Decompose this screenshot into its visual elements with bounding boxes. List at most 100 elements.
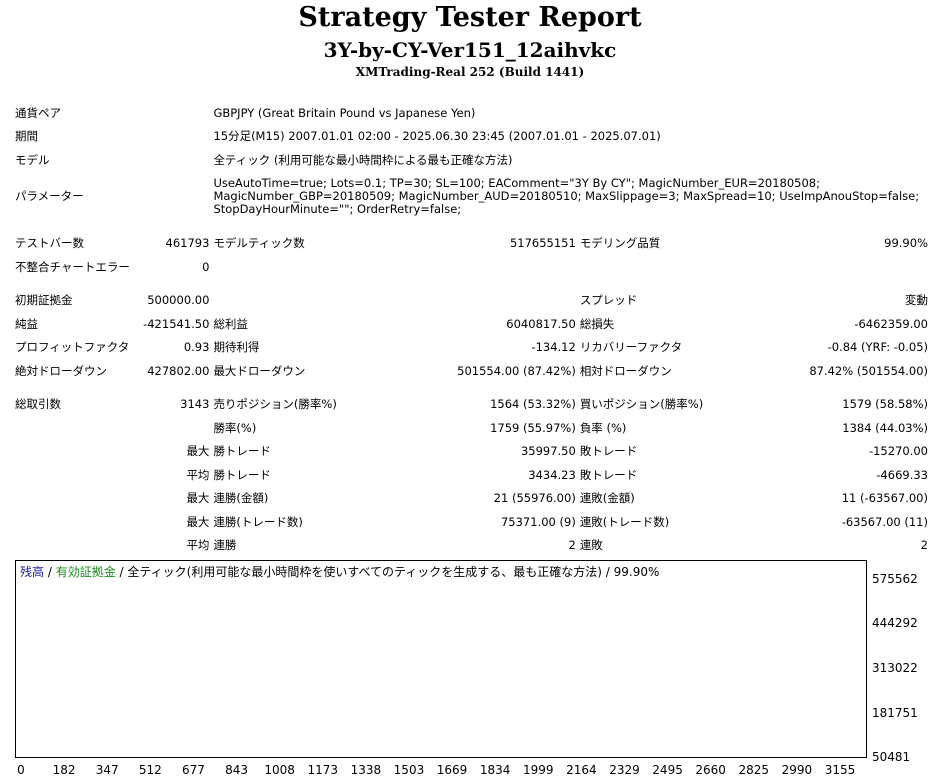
x-tick-label: 2990 (782, 763, 813, 777)
largest-win-label: 勝トレード (213, 444, 271, 459)
deposit-label: 初期証拠金 (15, 293, 73, 308)
x-tick-label: 2825 (739, 763, 770, 777)
y-tick-label: 575562 (872, 572, 918, 586)
avg-label-2: 平均 (186, 538, 210, 553)
cons-profit-value: 75371.00 (9) (500, 514, 576, 529)
symbol-value: GBPJPY (Great Britain Pound vs Japanese … (213, 105, 476, 120)
gross-loss-label: 総損失 (579, 316, 615, 331)
avg-win-label: 勝トレード (213, 467, 271, 482)
trades-value: 3143 (180, 397, 210, 412)
x-tick-label: 3155 (825, 763, 856, 777)
pf-label: プロフィットファクタ (15, 340, 130, 355)
period-label: 期間 (15, 129, 38, 144)
net-value: -421541.50 (143, 316, 210, 331)
x-tick-label: 677 (182, 763, 205, 777)
legend-sep-2: / (115, 565, 128, 579)
max-label-2: 最大 (186, 514, 210, 529)
legend-balance: 残高 (20, 565, 45, 579)
params-value: UseAutoTime=true; Lots=0.1; TP=30; SL=10… (213, 176, 920, 216)
avg-cons-wins-label: 連勝 (213, 538, 237, 553)
x-tick-label: 512 (139, 763, 162, 777)
params-row: パラメーター UseAutoTime=true; Lots=0.1; TP=30… (13, 172, 930, 222)
rel-dd-label: 相対ドローダウン (579, 363, 672, 378)
params-label: パラメーター (15, 189, 84, 203)
y-tick-label: 50481 (872, 750, 910, 764)
largest-label: 最大 (186, 444, 210, 459)
net-row: 純益 -421541.50 総利益 6040817.50 総損失 -646235… (13, 312, 930, 336)
x-tick-label: 2495 (652, 763, 683, 777)
ticks-value: 517655151 (509, 236, 576, 251)
avg-loss-value: -4669.33 (876, 467, 928, 482)
x-tick-label: 2329 (609, 763, 640, 777)
y-tick-label: 444292 (872, 616, 918, 630)
x-tick-label: 2164 (566, 763, 597, 777)
cons-losses-money-value: 11 (-63567.00) (841, 491, 928, 506)
avg-cons-row: 平均 連勝 2 連敗 2 (13, 534, 930, 558)
legend-model: 全ティック(利用可能な最小時間枠を使いすべてのティックを生成する、最も正確な方法… (127, 565, 660, 579)
x-tick-label: 1173 (307, 763, 338, 777)
cons-count-row: 最大 連勝(トレード数) 75371.00 (9) 連敗(トレード数) -635… (13, 510, 930, 534)
cons-loss-label: 連敗(トレード数) (579, 514, 670, 529)
cons-profit-label: 連勝(トレード数) (213, 514, 303, 529)
gross-profit-value: 6040817.50 (506, 316, 576, 331)
x-tick-label: 1999 (523, 763, 554, 777)
win-value: 1759 (55.97%) (490, 420, 576, 435)
expected-label: 期待利得 (213, 340, 260, 355)
avg-loss-label: 敗トレード (579, 467, 638, 482)
largest-loss-value: -15270.00 (868, 444, 928, 459)
loss-value: 1384 (44.03%) (842, 420, 928, 435)
chart-legend: 残高 / 有効証拠金 / 全ティック(利用可能な最小時間枠を使いすべてのティック… (20, 563, 659, 580)
drawdown-row: 絶対ドローダウン 427802.00 最大ドローダウン 501554.00 (8… (13, 359, 930, 383)
average-label: 平均 (186, 467, 210, 482)
gross-loss-value: -6462359.00 (854, 316, 928, 331)
x-tick-label: 0 (17, 763, 25, 777)
mismatch-label: 不整合チャートエラー (15, 259, 130, 274)
winrate-row: 勝率(%) 1759 (55.97%) 負率 (%) 1384 (44.03%) (13, 416, 930, 440)
y-tick-label: 313022 (872, 661, 918, 675)
legend-equity: 有効証拠金 (55, 565, 116, 579)
model-row: モデル 全ティック (利用可能な最小時間枠による最も正確な方法) (13, 148, 930, 172)
x-tick-label: 1834 (480, 763, 511, 777)
cons-money-row: 最大 連勝(金額) 21 (55976.00) 連敗(金額) 11 (-6356… (13, 487, 930, 511)
cons-loss-value: -63567.00 (11) (841, 514, 928, 529)
average-row: 平均 勝トレード 3434.23 敗トレード -4669.33 (13, 463, 930, 487)
pf-row: プロフィットファクタ 0.93 期待利得 -134.12 リカバリーファクタ -… (13, 336, 930, 360)
cons-wins-money-label: 連勝(金額) (213, 491, 269, 506)
x-tick-label: 1503 (394, 763, 425, 777)
ticks-label: モデルティック数 (213, 236, 305, 251)
report-table: 通貨ペア GBPJPY (Great Britain Pound vs Japa… (13, 101, 930, 557)
bars-value: 461793 (165, 236, 210, 251)
largest-win-value: 35997.50 (520, 444, 576, 459)
avg-win-value: 3434.23 (528, 467, 576, 482)
abs-dd-value: 427802.00 (147, 363, 210, 378)
bars-row: テストバー数 461793 モデルティック数 517655151 モデリング品質… (13, 232, 930, 256)
report-title: Strategy Tester Report (298, 2, 642, 33)
cons-losses-money-label: 連敗(金額) (579, 491, 635, 506)
avg-cons-wins-value: 2 (568, 538, 576, 553)
largest-row: 最大 勝トレード 35997.50 敗トレード -15270.00 (13, 440, 930, 464)
deposit-row: 初期証拠金 500000.00 スプレッド 変動 (13, 289, 930, 313)
avg-cons-losses-value: 2 (920, 538, 928, 553)
trades-row: 総取引数 3143 売りポジション(勝率%) 1564 (53.32%) 買いポ… (13, 393, 930, 417)
recovery-value: -0.84 (YRF: -0.05) (827, 340, 928, 355)
max-label-1: 最大 (186, 491, 210, 506)
x-tick-label: 843 (225, 763, 248, 777)
rel-dd-value: 87.42% (501554.00) (809, 363, 928, 378)
spread-label: スプレッド (579, 293, 638, 308)
spread-value: 変動 (905, 293, 928, 308)
expected-value: -134.12 (531, 340, 576, 355)
period-row: 期間 15分足(M15) 2007.01.01 02:00 - 2025.06.… (13, 125, 930, 149)
cons-wins-money-value: 21 (55976.00) (493, 491, 576, 506)
quality-value: 99.90% (884, 236, 928, 251)
loss-label: 負率 (%) (579, 420, 627, 435)
x-tick-label: 1008 (264, 763, 295, 777)
x-tick-label: 347 (96, 763, 119, 777)
model-label: モデル (15, 152, 50, 167)
x-tick-label: 1669 (437, 763, 468, 777)
largest-loss-label: 敗トレード (579, 444, 638, 459)
x-tick-label: 182 (53, 763, 76, 777)
x-tick-label: 2660 (695, 763, 726, 777)
symbol-label: 通貨ペア (15, 105, 61, 120)
y-tick-label: 181751 (872, 706, 918, 720)
long-label: 買いポジション(勝率%) (579, 397, 704, 412)
